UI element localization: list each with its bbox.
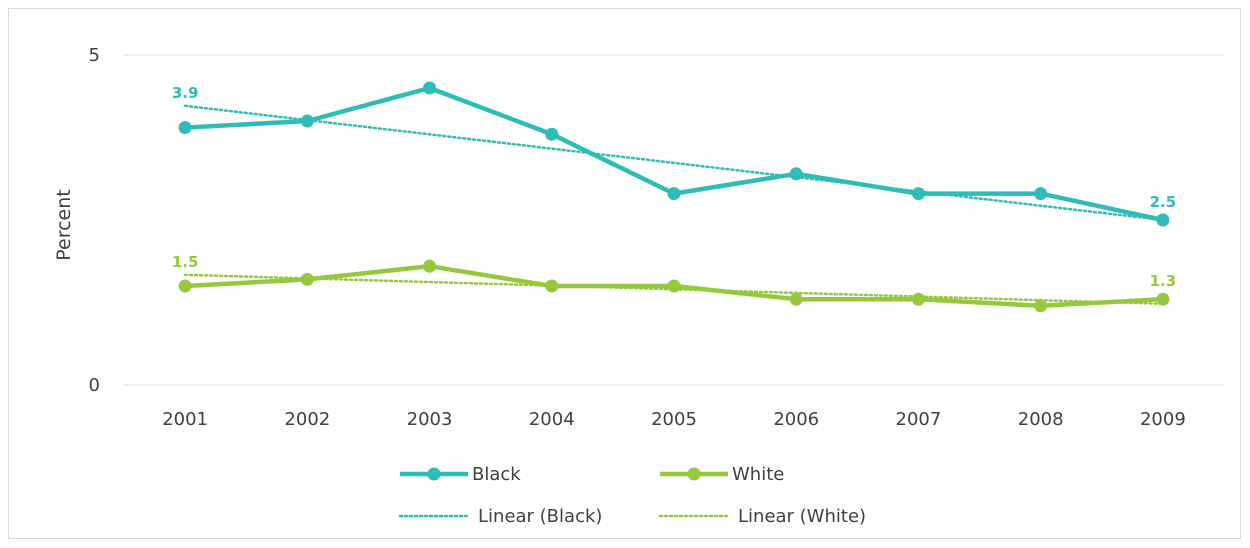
trendlines — [183, 104, 1165, 306]
data-point — [178, 121, 192, 135]
data-point — [300, 114, 314, 128]
y-axis-title: Percent — [53, 189, 75, 261]
data-point — [545, 279, 559, 293]
data-point — [911, 292, 925, 306]
data-labels: 3.9 2.5 1.5 1.3 — [172, 84, 1176, 290]
series-white — [178, 259, 1170, 313]
y-tick-label: 5 — [89, 45, 100, 66]
legend-item-linear-black: Linear (Black) — [398, 506, 602, 527]
x-tick-label: 2004 — [529, 409, 575, 430]
legend-marker — [687, 467, 701, 481]
data-point — [545, 127, 559, 141]
legend-label: White — [732, 464, 784, 485]
data-point — [789, 167, 803, 181]
data-point — [667, 279, 681, 293]
x-tick-label: 2001 — [162, 409, 208, 430]
x-tick-label: 2009 — [1140, 409, 1186, 430]
data-point — [1034, 299, 1048, 313]
x-tick-label: 2002 — [284, 409, 330, 430]
x-tick-label: 2008 — [1018, 409, 1064, 430]
gridlines — [124, 54, 1224, 386]
data-label-first: 3.9 — [172, 84, 199, 102]
legend-label: Black — [472, 464, 521, 485]
series-line-black — [182, 85, 1166, 223]
x-tick-label: 2007 — [896, 409, 942, 430]
chart-frame — [8, 8, 1241, 539]
data-point — [789, 292, 803, 306]
series-lines — [178, 81, 1170, 313]
legend: Black Linear (Black) White Linear (White) — [398, 464, 866, 527]
legend-marker — [427, 467, 441, 481]
legend-label: Linear (White) — [738, 506, 866, 527]
legend-item-black: Black — [400, 464, 521, 485]
x-axis-ticks: 2001 2002 2003 2004 2005 2006 2007 2008 2009 — [162, 409, 1186, 430]
data-label-last: 2.5 — [1150, 193, 1177, 211]
data-point — [178, 279, 192, 293]
data-point — [911, 187, 925, 201]
series-black — [178, 81, 1170, 227]
data-point — [300, 272, 314, 286]
x-tick-label: 2006 — [773, 409, 819, 430]
legend-item-linear-white: Linear (White) — [658, 506, 866, 527]
data-point — [667, 187, 681, 201]
data-label-last: 1.3 — [1150, 272, 1177, 290]
trendline-black — [183, 104, 1165, 222]
y-tick-label: 0 — [89, 375, 100, 396]
data-label-first: 1.5 — [172, 253, 199, 271]
data-point — [1156, 292, 1170, 306]
data-point — [1034, 187, 1048, 201]
legend-item-white: White — [660, 464, 784, 485]
data-point — [423, 81, 437, 95]
x-tick-label: 2005 — [651, 409, 697, 430]
legend-label: Linear (Black) — [478, 506, 602, 527]
x-tick-label: 2003 — [407, 409, 453, 430]
data-point — [423, 259, 437, 273]
y-axis-ticks: 05 — [89, 45, 100, 396]
data-point — [1156, 213, 1170, 227]
